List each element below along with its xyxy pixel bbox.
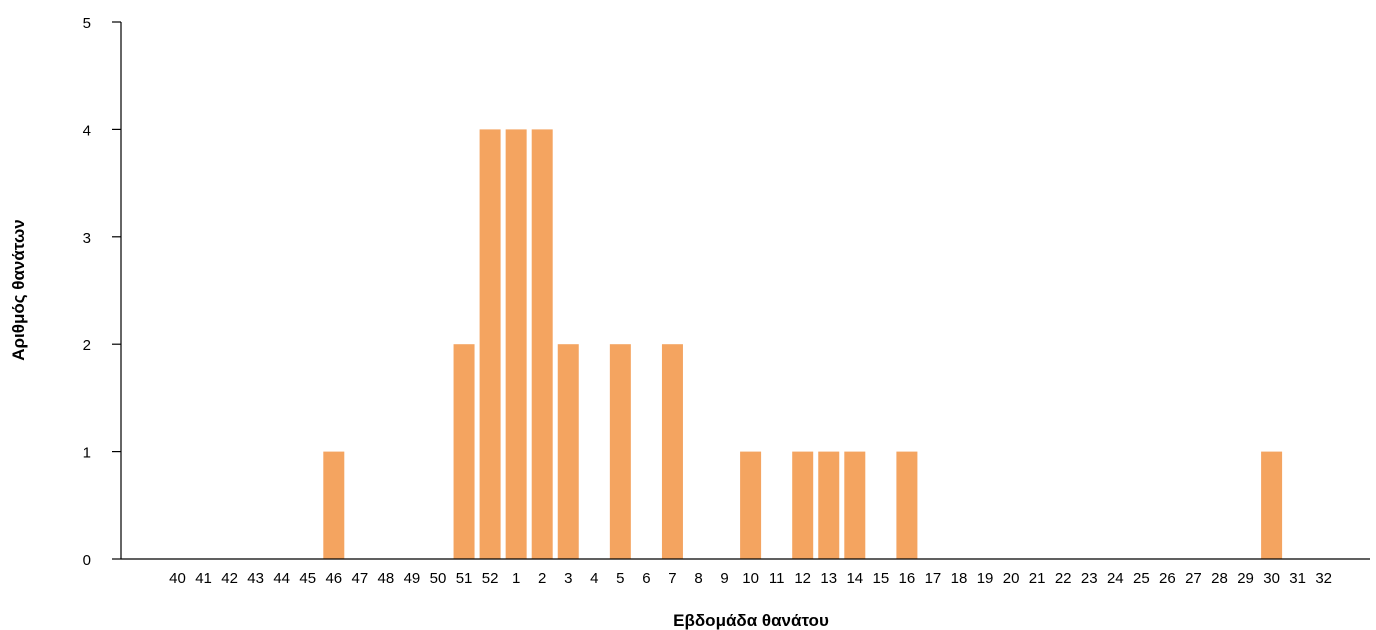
x-tick-label: 10	[742, 570, 759, 587]
bar-week-3	[557, 344, 579, 559]
x-tick-label: 50	[430, 570, 447, 587]
y-tick-label: 3	[83, 230, 91, 247]
bar-week-10	[740, 451, 762, 559]
x-tick-label: 52	[482, 570, 499, 587]
y-tick-label: 1	[83, 445, 91, 462]
bar-week-2	[531, 129, 553, 559]
x-tick-label: 17	[925, 570, 942, 587]
x-tick-label: 32	[1315, 570, 1332, 587]
bar-week-5	[609, 344, 631, 559]
x-tick-label: 28	[1211, 570, 1228, 587]
y-axis-ticks: 0 1 2 3 4 5	[83, 15, 121, 569]
y-tick-label: 0	[83, 552, 91, 569]
x-tick-label: 3	[564, 570, 572, 587]
x-tick-label: 47	[352, 570, 369, 587]
bar-week-14	[844, 451, 866, 559]
x-tick-label: 26	[1159, 570, 1176, 587]
bar-week-46	[323, 451, 345, 559]
bar-week-7	[661, 344, 683, 559]
bar-week-52	[479, 129, 501, 559]
x-tick-label: 8	[694, 570, 702, 587]
x-tick-label: 9	[720, 570, 728, 587]
y-tick-label: 2	[83, 337, 91, 354]
x-tick-label: 45	[299, 570, 316, 587]
x-tick-label: 12	[794, 570, 811, 587]
bar-week-51	[453, 344, 475, 559]
x-tick-label: 43	[247, 570, 264, 587]
x-tick-label: 44	[273, 570, 290, 587]
x-tick-label: 2	[538, 570, 546, 587]
x-tick-label: 18	[951, 570, 968, 587]
x-tick-label: 46	[325, 570, 342, 587]
x-tick-label: 25	[1133, 570, 1150, 587]
x-tick-label: 13	[820, 570, 837, 587]
x-axis-title: Εβδομάδα θανάτου	[673, 611, 829, 630]
x-tick-label: 24	[1107, 570, 1124, 587]
x-tick-label: 7	[668, 570, 676, 587]
x-tick-label: 30	[1263, 570, 1280, 587]
x-tick-label: 22	[1055, 570, 1072, 587]
x-tick-label: 15	[873, 570, 890, 587]
y-tick-label: 5	[83, 15, 91, 32]
x-tick-label: 1	[512, 570, 520, 587]
y-axis-title: Αριθμός θανάτων	[9, 219, 28, 361]
bars-group	[323, 129, 1283, 559]
x-tick-label: 27	[1185, 570, 1202, 587]
bar-week-30	[1261, 451, 1283, 559]
x-tick-label: 14	[846, 570, 863, 587]
bar-week-12	[792, 451, 814, 559]
x-tick-label: 4	[590, 570, 598, 587]
x-axis-tick-labels: 40 41 42 43 44 45 46 47 48 49 50 51 52 1 2 3 4 5 6 7 8 9 10 11 1…	[169, 570, 1332, 587]
x-tick-label: 49	[404, 570, 421, 587]
x-tick-label: 16	[899, 570, 916, 587]
bar-week-16	[896, 451, 918, 559]
x-tick-label: 19	[977, 570, 994, 587]
bar-week-13	[818, 451, 840, 559]
bar-week-1	[505, 129, 527, 559]
y-tick-label: 4	[83, 122, 91, 139]
x-tick-label: 6	[642, 570, 650, 587]
x-tick-label: 40	[169, 570, 186, 587]
x-tick-label: 42	[221, 570, 238, 587]
x-tick-label: 29	[1237, 570, 1254, 587]
x-tick-label: 21	[1029, 570, 1046, 587]
x-tick-label: 31	[1289, 570, 1306, 587]
x-tick-label: 5	[616, 570, 624, 587]
x-tick-label: 20	[1003, 570, 1020, 587]
x-tick-label: 11	[769, 570, 785, 587]
x-tick-label: 51	[456, 570, 473, 587]
x-tick-label: 41	[195, 570, 212, 587]
x-tick-label: 23	[1081, 570, 1098, 587]
x-tick-label: 48	[378, 570, 395, 587]
